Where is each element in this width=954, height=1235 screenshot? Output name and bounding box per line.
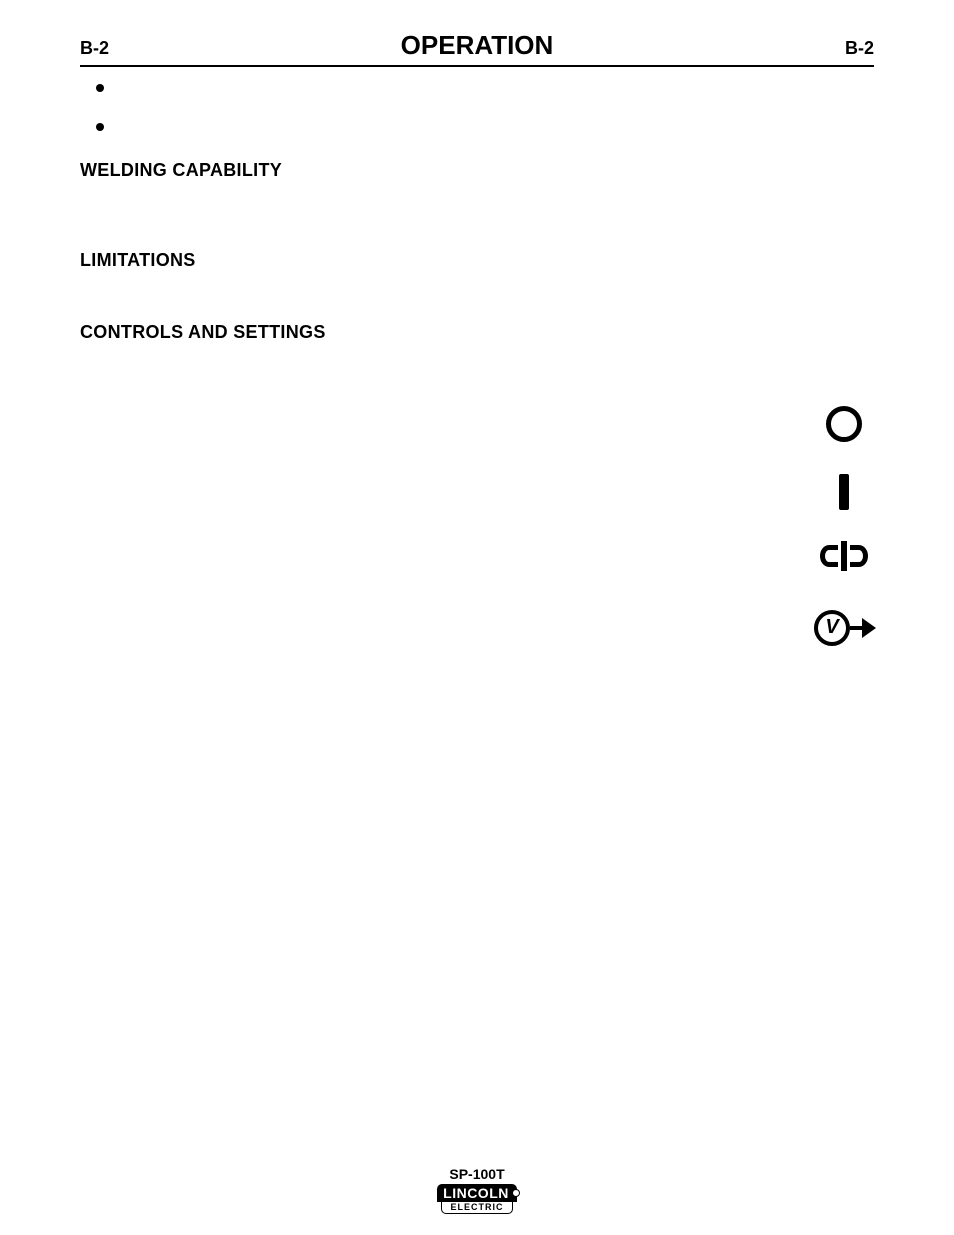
control-text: 2. Wire Speed Control — Controls the wir… — [80, 528, 796, 584]
section-heading-welding: WELDING CAPABILITY — [80, 158, 874, 183]
logo-bottom: ELECTRIC — [441, 1202, 513, 1214]
control-label: 2. Wire Speed Control — [80, 529, 213, 544]
control-item-power: 1. Power ON/OFF Switch — When the power … — [80, 387, 874, 462]
voltage-icon: V — [814, 608, 874, 648]
header-page-right: B-2 — [845, 38, 874, 59]
logo-top: LINCOLN — [437, 1184, 517, 1202]
control-text: 4. Circuit Breaker – Protects machines f… — [80, 676, 796, 695]
control-label: 1. Power ON/OFF Switch — [80, 388, 232, 403]
control-label: 4. Circuit Breaker — [80, 677, 184, 692]
feature-bullets: .030 and 7/64"(0.8 and 1.1mm) Innershiel… — [80, 81, 874, 138]
control-label: 3. Arc Voltage Control — [80, 610, 211, 625]
header-page-left: B-2 — [80, 38, 109, 59]
control-item-on: ON — [80, 474, 874, 510]
control-item-breaker: 4. Circuit Breaker – Protects machines f… — [80, 676, 874, 695]
on-label: ON — [80, 483, 100, 498]
control-text: 3. Arc Voltage Control — Allows control … — [80, 609, 796, 646]
power-on-icon — [814, 474, 874, 510]
control-body: – Protects machines from output short ci… — [184, 677, 595, 692]
wire-speed-icon — [814, 541, 874, 571]
section-heading-limitations: LIMITATIONS — [80, 248, 874, 273]
off-label: OFF — [80, 444, 107, 459]
page-content: .030 and 7/64"(0.8 and 1.1mm) Innershiel… — [80, 81, 874, 694]
lincoln-logo: LINCOLN ELECTRIC — [437, 1184, 517, 1214]
section-heading-controls: CONTROLS AND SETTINGS — [80, 320, 874, 345]
bullet-item: .025 – .035" (0.6 – 0.9mm) SuperArc® L-5… — [102, 120, 874, 139]
page-footer: SP-100T LINCOLN ELECTRIC — [0, 1166, 954, 1215]
limitations-body: Arc gouging cannot be performed with the… — [80, 283, 874, 302]
welding-body: The SP-100T is rated at 88 amps, 18 volt… — [80, 193, 874, 230]
footer-model: SP-100T — [0, 1166, 954, 1182]
bullet-item: .030 and 7/64"(0.8 and 1.1mm) Innershiel… — [102, 81, 874, 100]
on-text: ON — [80, 482, 796, 501]
controls-intro: See Figure B.1 — [80, 355, 874, 374]
header-title: OPERATION — [401, 30, 554, 61]
control-item-wire-speed: 2. Wire Speed Control — Controls the wir… — [80, 528, 874, 584]
control-item-voltage: 3. Arc Voltage Control — Allows control … — [80, 608, 874, 648]
page-header: B-2 OPERATION B-2 — [80, 30, 874, 67]
power-off-icon — [814, 406, 874, 442]
control-text: 1. Power ON/OFF Switch — When the power … — [80, 387, 796, 462]
